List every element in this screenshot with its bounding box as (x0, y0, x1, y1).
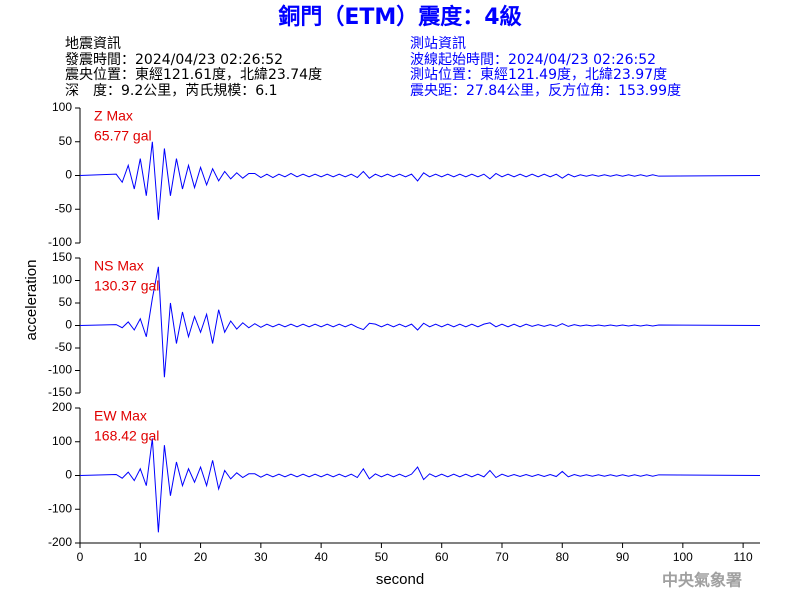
y-tick-label: 0 (65, 468, 72, 482)
y-tick-label: -200 (48, 535, 72, 549)
max-label: EW Max (94, 408, 147, 424)
y-tick-label: -100 (48, 235, 72, 249)
x-tick-label: 90 (616, 550, 630, 564)
x-tick-label: 40 (314, 550, 328, 564)
x-tick-label: 80 (556, 550, 570, 564)
x-tick-label: 110 (734, 550, 753, 564)
x-tick-label: 50 (375, 550, 389, 564)
trace (79, 141, 761, 220)
y-tick-label: 200 (52, 400, 72, 414)
y-tick-label: 100 (52, 100, 72, 114)
y-tick-label: 50 (59, 134, 73, 148)
y-tick-label: 50 (59, 295, 73, 309)
info-left: 發震時間：2024/04/23 02:26:52 (65, 52, 283, 68)
x-tick-label: 0 (77, 550, 84, 564)
max-label: NS Max (94, 258, 144, 274)
x-label: second (376, 571, 424, 588)
y-tick-label: -100 (48, 363, 72, 377)
title: 銅門（ETM）震度：4級 (278, 4, 521, 30)
y-tick-label: 0 (65, 318, 72, 332)
x-tick-label: 10 (134, 550, 148, 564)
y-tick-label: 0 (65, 168, 72, 182)
info-right: 震央距：27.84公里，反方位角：153.99度 (410, 83, 681, 99)
x-tick-label: 60 (435, 550, 449, 564)
y-tick-label: -150 (48, 385, 72, 399)
info-right: 波線起始時間：2024/04/23 02:26:52 (410, 52, 656, 68)
info-right: 測站位置：東經121.49度，北緯23.97度 (410, 67, 667, 83)
info-left: 震央位置：東經121.61度，北緯23.74度 (65, 67, 322, 83)
info-right: 測站資訊 (410, 36, 466, 52)
y-label: acceleration (23, 260, 40, 341)
y-tick-label: -100 (48, 501, 72, 515)
max-value: 168.42 gal (94, 428, 159, 444)
y-tick-label: -50 (55, 340, 73, 354)
trace (79, 438, 761, 533)
info-left: 深 度：9.2公里，芮氏規模：6.1 (65, 82, 278, 99)
max-value: 130.37 gal (94, 278, 159, 294)
x-tick-label: 100 (673, 550, 693, 564)
x-tick-label: 30 (254, 550, 268, 564)
x-tick-label: 20 (194, 550, 208, 564)
y-tick-label: 150 (52, 250, 72, 264)
max-label: Z Max (94, 108, 133, 124)
y-tick-label: -50 (55, 201, 73, 215)
y-tick-label: 100 (52, 434, 72, 448)
info-left: 地震資訊 (65, 36, 121, 52)
footer: 中央氣象署 (662, 571, 742, 590)
max-value: 65.77 gal (94, 128, 152, 144)
trace (79, 266, 761, 378)
x-tick-label: 70 (495, 550, 509, 564)
y-tick-label: 100 (52, 273, 72, 287)
